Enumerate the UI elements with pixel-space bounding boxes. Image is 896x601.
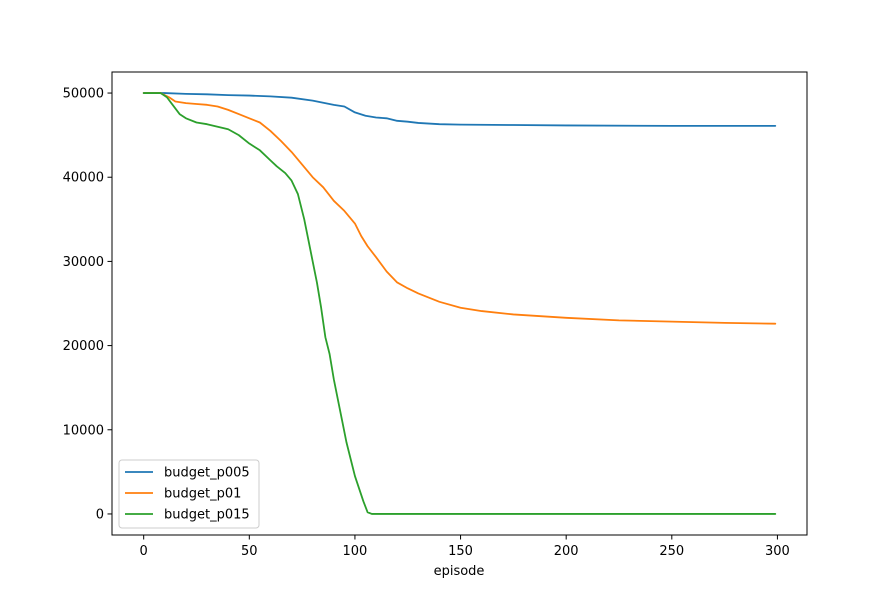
y-tick-label: 10000 — [63, 423, 104, 438]
y-tick-label: 30000 — [63, 255, 104, 270]
legend-box — [118, 459, 260, 529]
x-tick-label: 50 — [241, 544, 258, 559]
x-axis-ticks: 0 50 100 150 200 250 300 — [140, 535, 790, 559]
y-tick-label: 0 — [96, 507, 104, 522]
legend-label-budget_p01: budget_p01 — [164, 487, 241, 502]
legend-label-budget_p015: budget_p015 — [164, 508, 250, 523]
x-tick-label: 150 — [448, 544, 473, 559]
y-tick-label: 20000 — [63, 339, 104, 354]
x-tick-label: 250 — [659, 544, 684, 559]
y-tick-label: 50000 — [63, 87, 104, 102]
x-tick-label: 100 — [343, 544, 368, 559]
legend: budget_p005 budget_p01 budget_p015 — [118, 459, 260, 529]
series-line-budget_p005 — [142, 92, 777, 127]
legend-label-budget_p005: budget_p005 — [164, 466, 250, 481]
y-tick-label: 40000 — [63, 171, 104, 186]
x-axis-label: episode — [434, 564, 485, 579]
plot-frame — [111, 71, 808, 536]
x-tick-label: 200 — [554, 544, 579, 559]
x-tick-label: 0 — [140, 544, 148, 559]
series-line-budget_p01 — [142, 92, 777, 325]
series-layer — [142, 92, 777, 515]
x-tick-label: 300 — [765, 544, 790, 559]
plot-area — [112, 72, 807, 535]
y-axis-ticks: 0 10000 20000 30000 40000 50000 — [63, 87, 112, 522]
series-line-budget_p015 — [142, 92, 777, 515]
